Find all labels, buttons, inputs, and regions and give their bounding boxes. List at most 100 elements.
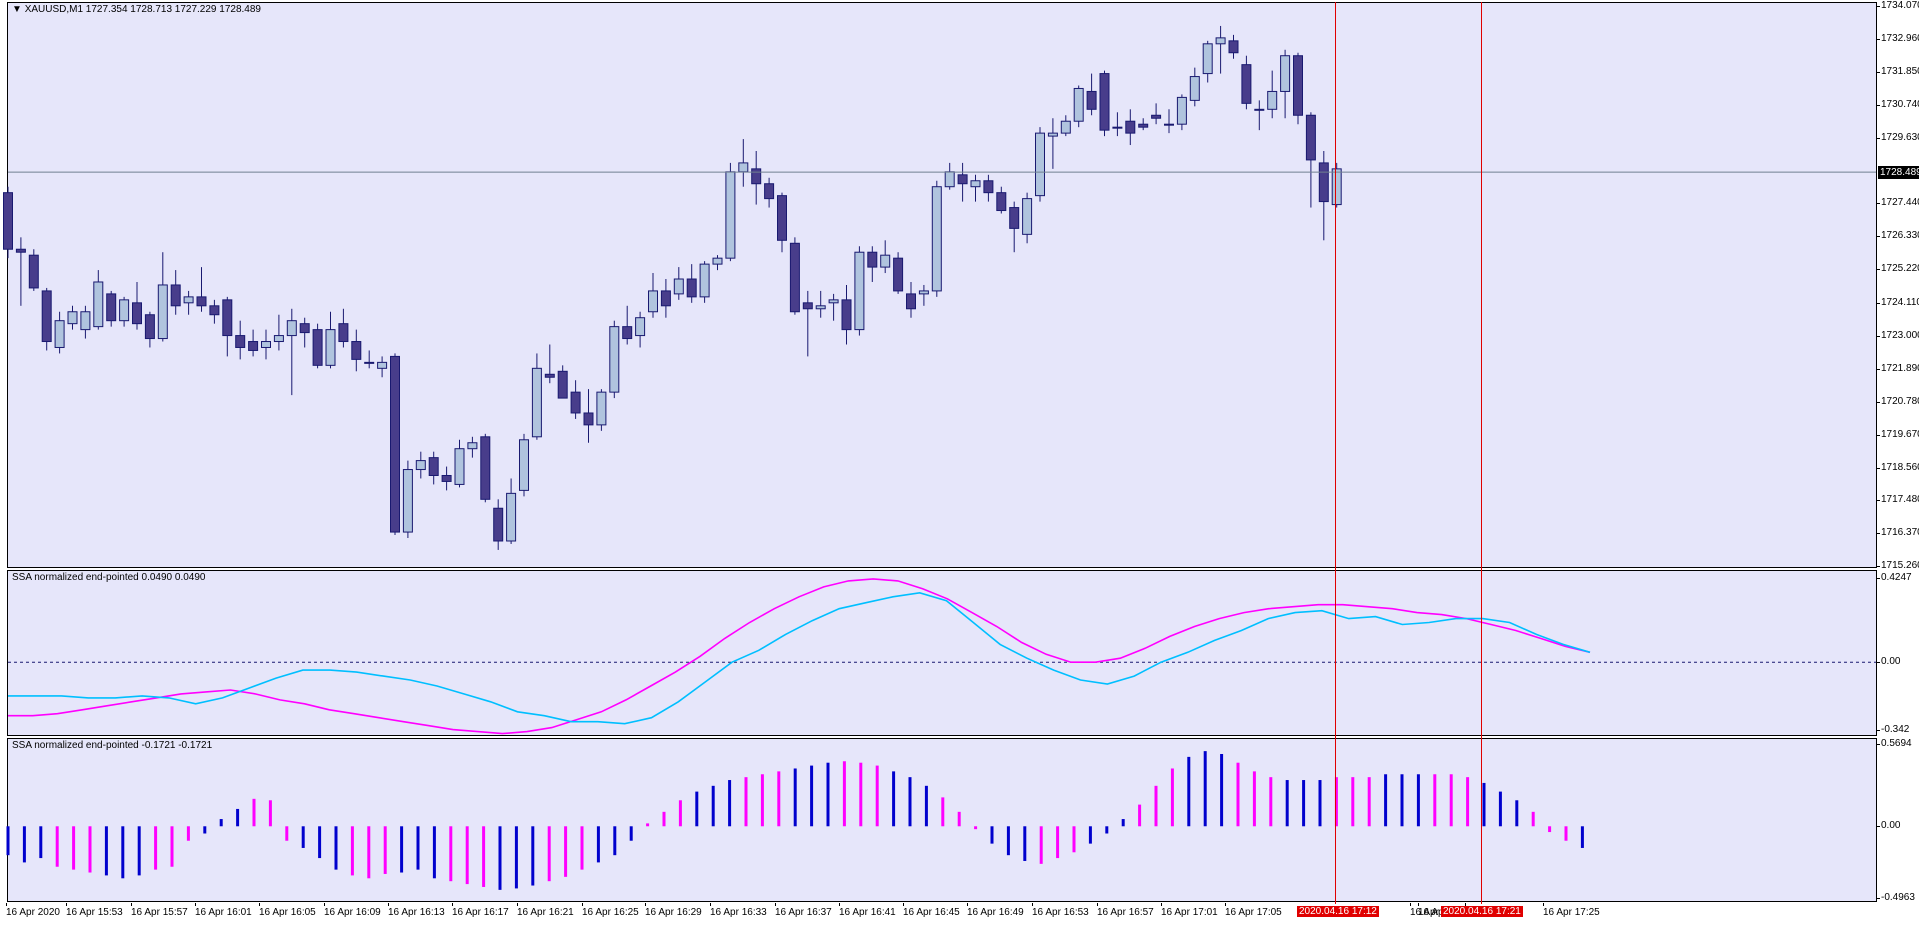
bear-candle [983,180,994,194]
bull-candle [67,311,78,325]
bear-candle [1138,123,1149,128]
bear-candle [1228,40,1239,54]
bull-candle [1060,120,1071,134]
price-axis-label: 1734.070 [1877,0,1919,11]
bull-candle [1202,43,1213,75]
time-axis[interactable]: 16 Apr 2020 16 Apr 15:53 16 Apr 15:57 16 Ap… [0,903,1919,926]
bull-candle [596,391,607,426]
bear-candle [441,474,452,482]
bear-candle [338,323,349,343]
bull-candle [157,284,168,340]
bull-candle [415,460,426,471]
bull-candle [931,186,942,292]
pane-menu-triangle-icon[interactable]: ▼ [12,4,22,15]
bear-candle [312,329,323,366]
time-axis-label: 16 Apr 16:49 [967,903,1024,918]
bull-candle [1215,37,1226,45]
bear-candle [106,293,117,322]
time-marker-line[interactable] [1481,2,1482,904]
bull-candle [1331,168,1342,206]
time-axis-label: 16 Apr 17:05 [1225,903,1282,918]
bull-candle [970,180,981,188]
bull-candle [286,320,297,337]
bear-candle [1086,90,1097,110]
bear-candle [170,284,181,307]
bull-candle [1254,108,1265,111]
bear-candle [132,302,142,325]
ssa-histogram-title: SSA normalized end-pointed -0.1721 -0.17… [12,740,213,751]
bull-candle [1035,132,1045,197]
bear-candle [1305,114,1316,161]
ssa-histogram-axis-label: 0.00 [1876,820,1901,832]
price-chart-pane[interactable]: ▼ XAUUSD,M1 1727.354 1728.713 1727.229 1… [7,2,1877,568]
price-axis-label: 1730.740 [1877,99,1919,110]
bear-candle [867,251,878,268]
bear-candle [493,507,504,542]
bull-candle [699,263,710,298]
bear-candle [480,436,491,500]
bear-candle [1241,64,1252,104]
time-axis-label: 16 Apr 16:53 [1032,903,1089,918]
time-axis-label: 16 Apr 15:57 [131,903,188,918]
bull-candle [377,361,388,369]
ssa-line-axis-label: 0.00 [1876,656,1901,668]
price-axis-label: 1715.260 [1877,560,1919,571]
bull-candle [609,326,620,393]
bear-candle [28,254,39,289]
time-marker-line[interactable] [1335,2,1336,904]
bull-candle [1047,132,1058,137]
bear-candle [299,323,310,334]
time-axis-label: 16 Apr 15:53 [66,903,123,918]
bull-candle [712,257,723,265]
ssa-histogram-axis-label: 0.5694 [1877,738,1912,749]
ssa-line-axis-label: -0.342 [1876,724,1910,735]
price-axis-label: 1721.890 [1877,363,1919,374]
bull-candle [519,439,529,491]
bull-candle [880,254,891,268]
bear-candle [248,341,259,351]
time-axis-label: 16 Apr 16:33 [710,903,767,918]
bear-candle [893,257,904,292]
bear-candle [622,326,633,340]
bear-candle [41,290,52,343]
bull-candle [54,320,65,348]
bull-candle [673,278,684,295]
ssa-line-pane[interactable]: SSA normalized end-pointed 0.0490 0.0490 [7,570,1877,736]
time-axis-label: 16 Apr [1418,903,1447,918]
price-axis-label: 1729.630 [1877,132,1919,143]
ssa-cyan-line [8,591,1591,725]
bull-candle [1022,198,1033,235]
time-axis-label: 16 Apr 2020 [6,903,60,918]
bull-candle [402,469,413,533]
bear-candle [1099,73,1110,131]
bear-candle [1009,207,1020,229]
bull-candle [828,299,839,304]
bull-candle [325,329,336,366]
price-axis-label: 1720.780 [1877,396,1919,407]
price-axis-label: 1723.000 [1877,330,1919,341]
bull-candle [1112,126,1123,129]
bear-candle [222,299,233,337]
bull-candle [183,296,194,304]
bull-candle [1280,55,1291,92]
bull-candle [635,317,646,337]
time-axis-label: 16 Apr 16:45 [903,903,960,918]
price-axis-label: 1726.330 [1877,230,1919,241]
bear-candle [428,457,439,476]
bull-candle [119,299,130,322]
bull-candle [1267,90,1278,110]
bull-candle [1189,76,1200,101]
highlighted-time-label: 2020.04.16 17:21 [1441,906,1523,917]
bull-candle [364,361,375,364]
price-axis-label: 1727.440 [1877,197,1919,208]
bear-candle [209,305,220,316]
time-axis-label: 16 Apr 16:01 [195,903,252,918]
bear-candle [583,412,594,426]
bear-candle [686,278,697,298]
bull-candle [531,367,542,438]
chart-symbol-title: ▼ XAUUSD,M1 1727.354 1728.713 1727.229 1… [12,4,261,15]
time-axis-label: 16 Apr 17:13 [1410,903,1467,918]
bear-candle [235,335,246,348]
time-axis-label: 16 Apr 16:29 [645,903,702,918]
